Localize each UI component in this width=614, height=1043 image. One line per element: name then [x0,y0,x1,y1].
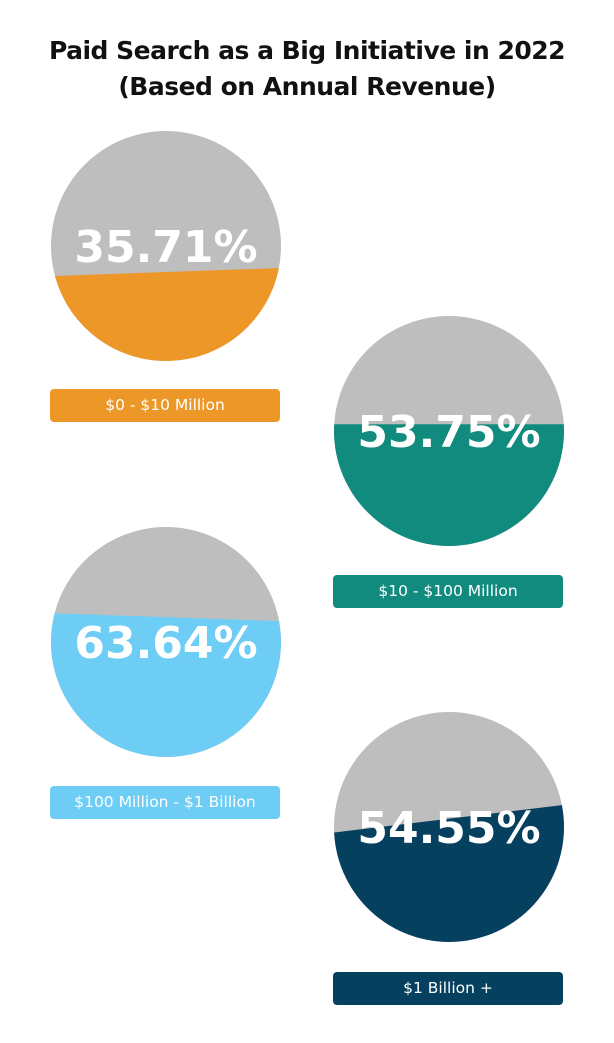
pie-chart-100m-1b: 63.64% [51,527,282,757]
pie-block-100m-1b: 63.64% $100 Million - $1 Billion [50,526,282,821]
pie-chart-1b-plus: 54.55% [334,712,564,942]
pie-value-label: 63.64% [74,618,257,669]
category-badge-1b-plus: $1 Billion + [333,972,563,1005]
category-badge-0-10m: $0 - $10 Million [50,389,280,422]
pie-chart-10-100m: 53.75% [333,316,564,546]
pie-value-label: 53.75% [357,407,540,458]
category-badge-100m-1b: $100 Million - $1 Billion [50,786,280,819]
pie-value-label: 35.71% [74,222,257,273]
pie-slice-highlight [51,613,282,757]
pie-slice-highlight [334,805,564,942]
pie-block-1b-plus: 54.55% $1 Billion + [333,711,565,1006]
chart-subtitle: (Based on Annual Revenue) [118,72,496,101]
pie-value-label: 54.55% [357,803,540,854]
pie-slice-highlight [54,268,279,361]
pie-block-0-10m: 35.71% $0 - $10 Million [50,130,282,425]
pie-slice-highlight [333,424,564,546]
pie-chart-0-10m: 35.71% [51,131,281,361]
chart-title: Paid Search as a Big Initiative in 2022 [48,36,566,65]
category-badge-10-100m: $10 - $100 Million [333,575,563,608]
pie-block-10-100m: 53.75% $10 - $100 Million [333,315,565,610]
